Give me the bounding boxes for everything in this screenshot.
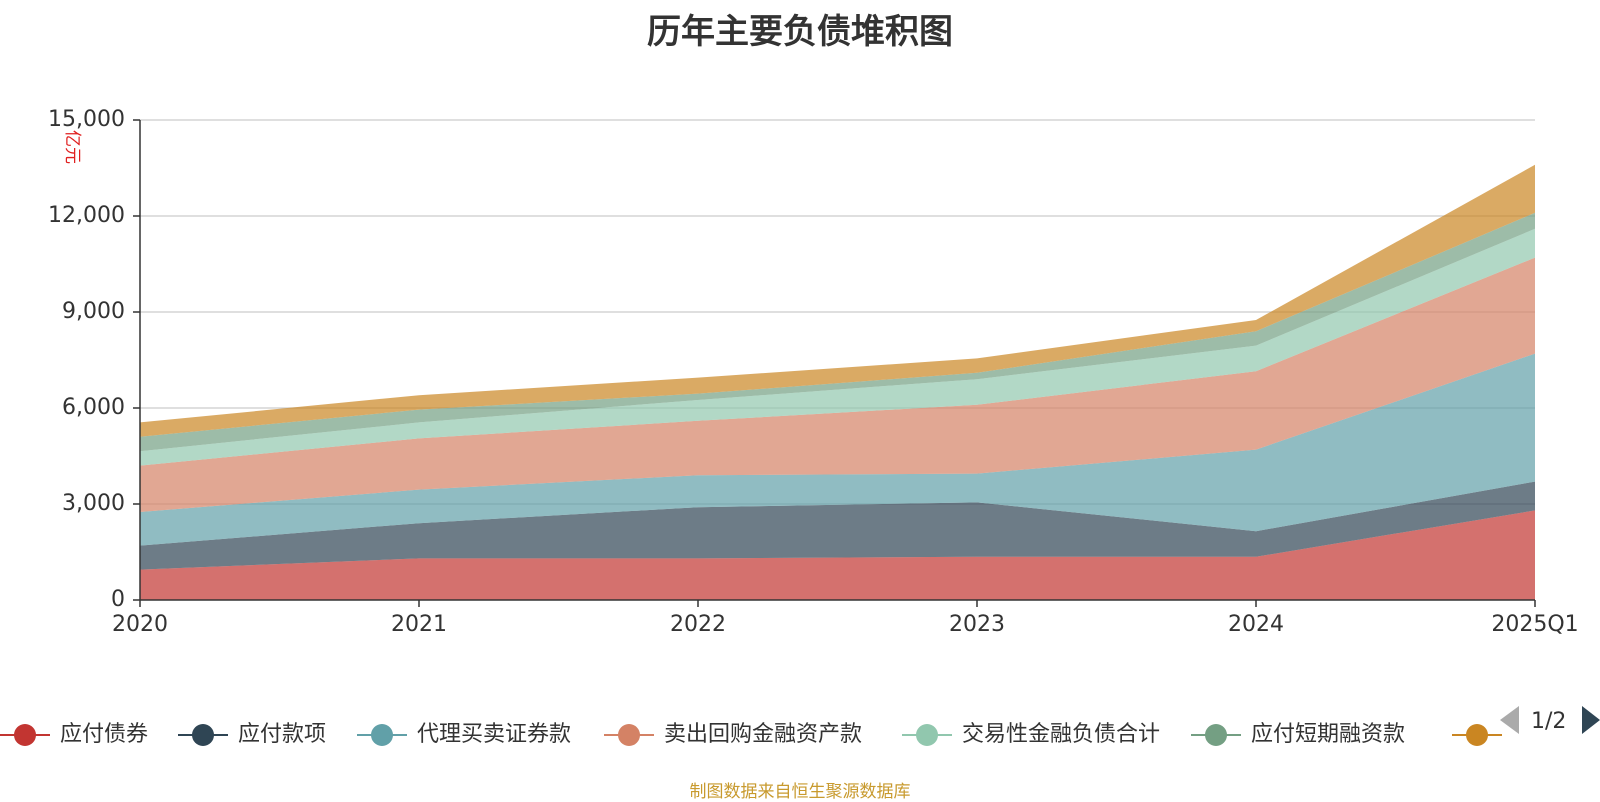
legend-prev-arrow-icon[interactable] [1500, 706, 1519, 734]
legend-item-2[interactable]: 应付款项 [178, 722, 326, 747]
area-series [140, 164, 1535, 600]
area-series-3 [140, 353, 1535, 546]
x-tick-label: 2021 [391, 612, 447, 637]
y-axis-unit: 亿元 [62, 130, 82, 164]
y-tick-label: 15,000 [48, 107, 125, 132]
x-tick-label: 2025Q1 [1491, 612, 1578, 637]
legend-marker [192, 724, 214, 746]
area-series-2 [140, 481, 1535, 570]
area-series-1 [140, 510, 1535, 600]
area-series-5 [140, 228, 1535, 466]
legend: 应付债券 应付款项 代理买卖证券款 卖出回购金融资产款 交易性金融负债合计 应付短期融资款 [0, 722, 1502, 747]
legend-label: 交易性金融负债合计 [962, 722, 1160, 747]
legend-marker [14, 724, 36, 746]
legend-marker [371, 724, 393, 746]
legend-marker [1205, 724, 1227, 746]
y-tick-label: 3,000 [62, 491, 125, 516]
x-tick-label: 2024 [1228, 612, 1284, 637]
x-axis-labels: 2020 2021 2022 2023 2024 2025Q1 [112, 612, 1579, 637]
y-axis-labels: 0 3,000 6,000 9,000 12,000 15,000 [48, 107, 125, 612]
legend-item-3[interactable]: 代理买卖证券款 [357, 722, 571, 747]
legend-label: 应付债券 [60, 722, 148, 747]
legend-label: 代理买卖证券款 [417, 722, 571, 747]
chart-title: 历年主要负债堆积图 [647, 12, 953, 52]
legend-item-6[interactable]: 应付短期融资款 [1191, 722, 1405, 747]
x-tick-label: 2020 [112, 612, 168, 637]
area-series-4 [140, 257, 1535, 512]
axes [133, 119, 1536, 607]
legend-item-1[interactable]: 应付债券 [0, 722, 148, 747]
legend-item-5[interactable]: 交易性金融负债合计 [902, 722, 1160, 747]
legend-pager: 1/2 [1500, 706, 1600, 734]
legend-label: 应付款项 [238, 722, 326, 747]
legend-label: 应付短期融资款 [1251, 722, 1405, 747]
area-series-6 [140, 212, 1535, 452]
x-tick-label: 2023 [949, 612, 1005, 637]
legend-marker [916, 724, 938, 746]
y-tick-label: 6,000 [62, 395, 125, 420]
legend-item-7[interactable] [1452, 724, 1502, 746]
y-tick-label: 0 [111, 587, 125, 612]
area-series-7 [140, 164, 1535, 437]
data-source-note: 制图数据来自恒生聚源数据库 [689, 782, 911, 802]
legend-page-indicator: 1/2 [1531, 709, 1566, 734]
legend-label: 卖出回购金融资产款 [664, 722, 862, 747]
legend-item-4[interactable]: 卖出回购金融资产款 [604, 722, 862, 747]
y-tick-label: 12,000 [48, 203, 125, 228]
legend-marker [1466, 724, 1488, 746]
y-tick-label: 9,000 [62, 299, 125, 324]
legend-next-arrow-icon[interactable] [1582, 706, 1600, 734]
x-tick-label: 2022 [670, 612, 726, 637]
legend-marker [618, 724, 640, 746]
